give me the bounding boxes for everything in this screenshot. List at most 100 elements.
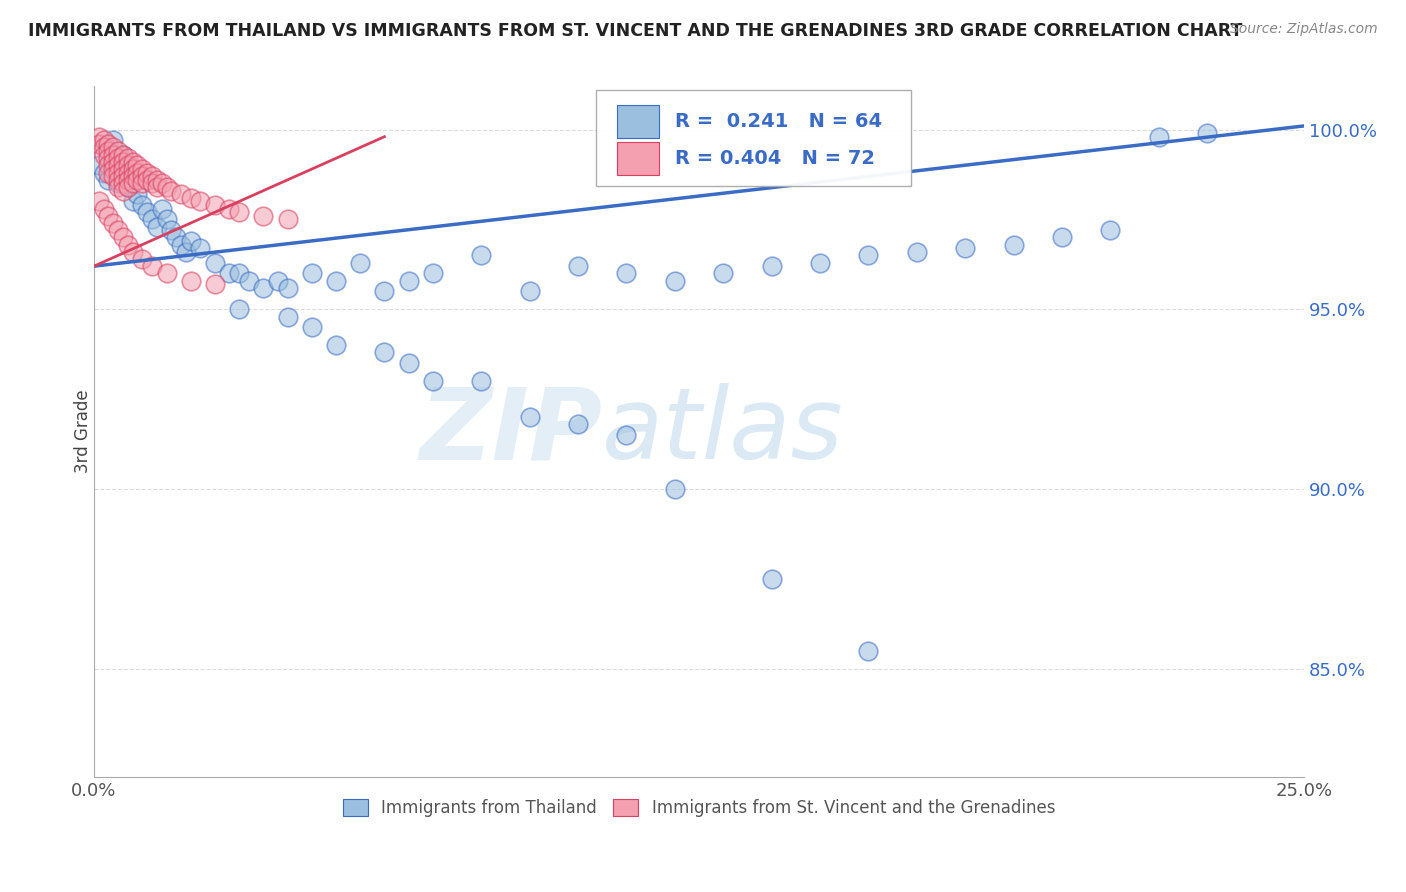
Point (905, 244, 928, 259)
Point (107, 177, 129, 191)
Point (87, 159, 110, 173)
Point (277, 281, 299, 295)
Point (93, 166, 115, 180)
Point (121, 154, 143, 169)
Point (170, 237, 193, 252)
Point (117, 151, 139, 165)
Point (470, 374, 492, 388)
Point (1002, 237, 1025, 252)
Point (150, 177, 173, 191)
Point (107, 159, 129, 173)
Point (131, 162, 153, 177)
Point (107, 223, 129, 237)
Point (117, 159, 139, 173)
Point (141, 169, 163, 184)
Bar (617, 142, 659, 175)
Point (664, 274, 686, 288)
Point (180, 274, 202, 288)
Text: atlas: atlas (602, 383, 844, 480)
Point (519, 285, 541, 299)
Point (277, 212, 299, 227)
Point (141, 212, 163, 227)
Point (111, 162, 134, 177)
Point (519, 410, 541, 425)
Point (131, 169, 153, 184)
Point (97, 159, 120, 173)
Point (131, 252, 153, 266)
Point (117, 173, 139, 187)
Point (121, 244, 143, 259)
Point (107, 151, 129, 165)
Point (97, 136, 120, 151)
Point (107, 173, 129, 187)
Text: Source: ZipAtlas.com: Source: ZipAtlas.com (1230, 22, 1378, 37)
Point (160, 223, 183, 237)
Point (107, 166, 129, 180)
Point (131, 177, 153, 191)
Point (422, 266, 444, 280)
Point (267, 274, 290, 288)
Point (93, 133, 115, 147)
Point (204, 255, 226, 269)
Point (155, 212, 177, 227)
Point (97, 151, 120, 165)
Point (146, 180, 169, 194)
Point (1147, 129, 1170, 144)
Point (97, 166, 120, 180)
Point (1099, 223, 1122, 237)
Point (97, 144, 120, 158)
Point (567, 259, 589, 273)
Point (373, 285, 395, 299)
Point (117, 237, 139, 252)
Legend: Immigrants from Thailand, Immigrants from St. Vincent and the Grenadines: Immigrants from Thailand, Immigrants fro… (336, 792, 1062, 824)
Point (150, 202, 173, 216)
Point (127, 159, 149, 173)
Point (711, 266, 734, 280)
Point (1197, 126, 1219, 140)
Point (470, 248, 492, 262)
Point (301, 266, 323, 280)
Point (228, 302, 250, 317)
Point (238, 274, 260, 288)
Point (155, 266, 177, 280)
Point (277, 310, 299, 324)
Point (93, 140, 115, 154)
Point (103, 216, 125, 230)
Y-axis label: 3rd Grade: 3rd Grade (75, 390, 91, 474)
Point (160, 184, 183, 198)
Point (111, 147, 134, 161)
Point (398, 274, 420, 288)
Point (218, 266, 240, 280)
Point (664, 482, 686, 496)
Point (97, 173, 120, 187)
Point (349, 255, 371, 269)
Point (121, 177, 143, 191)
Point (165, 230, 187, 244)
Point (174, 244, 197, 259)
Point (218, 202, 240, 216)
Point (111, 154, 134, 169)
Point (170, 187, 193, 202)
Point (103, 140, 125, 154)
Point (180, 191, 202, 205)
Point (111, 147, 134, 161)
Point (87, 129, 110, 144)
Point (141, 177, 163, 191)
Point (228, 205, 250, 219)
Point (93, 202, 115, 216)
Point (252, 209, 274, 223)
Point (136, 166, 159, 180)
Point (252, 281, 274, 295)
Point (117, 166, 139, 180)
Point (422, 374, 444, 388)
Text: ZIP: ZIP (419, 383, 602, 480)
Point (127, 166, 149, 180)
Point (808, 255, 831, 269)
Point (204, 277, 226, 292)
Point (103, 169, 125, 184)
Point (325, 274, 347, 288)
Point (567, 417, 589, 432)
Point (127, 173, 149, 187)
Point (616, 428, 638, 442)
Point (761, 259, 783, 273)
